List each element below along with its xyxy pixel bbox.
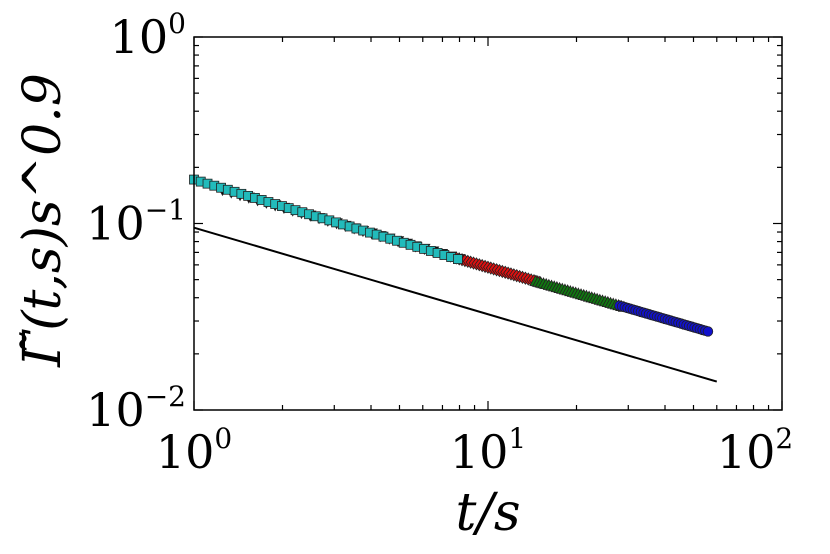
data-point-square bbox=[453, 254, 463, 264]
y-tick-label: 10−1 bbox=[86, 194, 186, 251]
reference-line-layer bbox=[193, 226, 718, 383]
x-axis-title: t/s bbox=[455, 483, 520, 543]
plot-frame bbox=[193, 36, 783, 411]
tick-labels-layer: 100 101 102 100 10−1 10−2 bbox=[86, 7, 793, 479]
y-tick-label: 100 bbox=[110, 7, 186, 64]
x-tick-label: 101 bbox=[450, 422, 526, 479]
x-tick-label: 100 bbox=[156, 422, 232, 479]
x-tick-label: 102 bbox=[717, 422, 793, 479]
data-point-circle bbox=[702, 326, 714, 337]
series-4 bbox=[614, 300, 714, 337]
reference-line bbox=[193, 226, 718, 383]
ticks-layer bbox=[193, 36, 783, 411]
y-tick-label: 10−2 bbox=[86, 380, 186, 437]
y-axis-title: Γ̃(t,s)s^0.9 bbox=[13, 73, 73, 368]
data-points-layer bbox=[189, 174, 714, 337]
series-2 bbox=[451, 251, 545, 290]
series-5 bbox=[189, 174, 463, 264]
